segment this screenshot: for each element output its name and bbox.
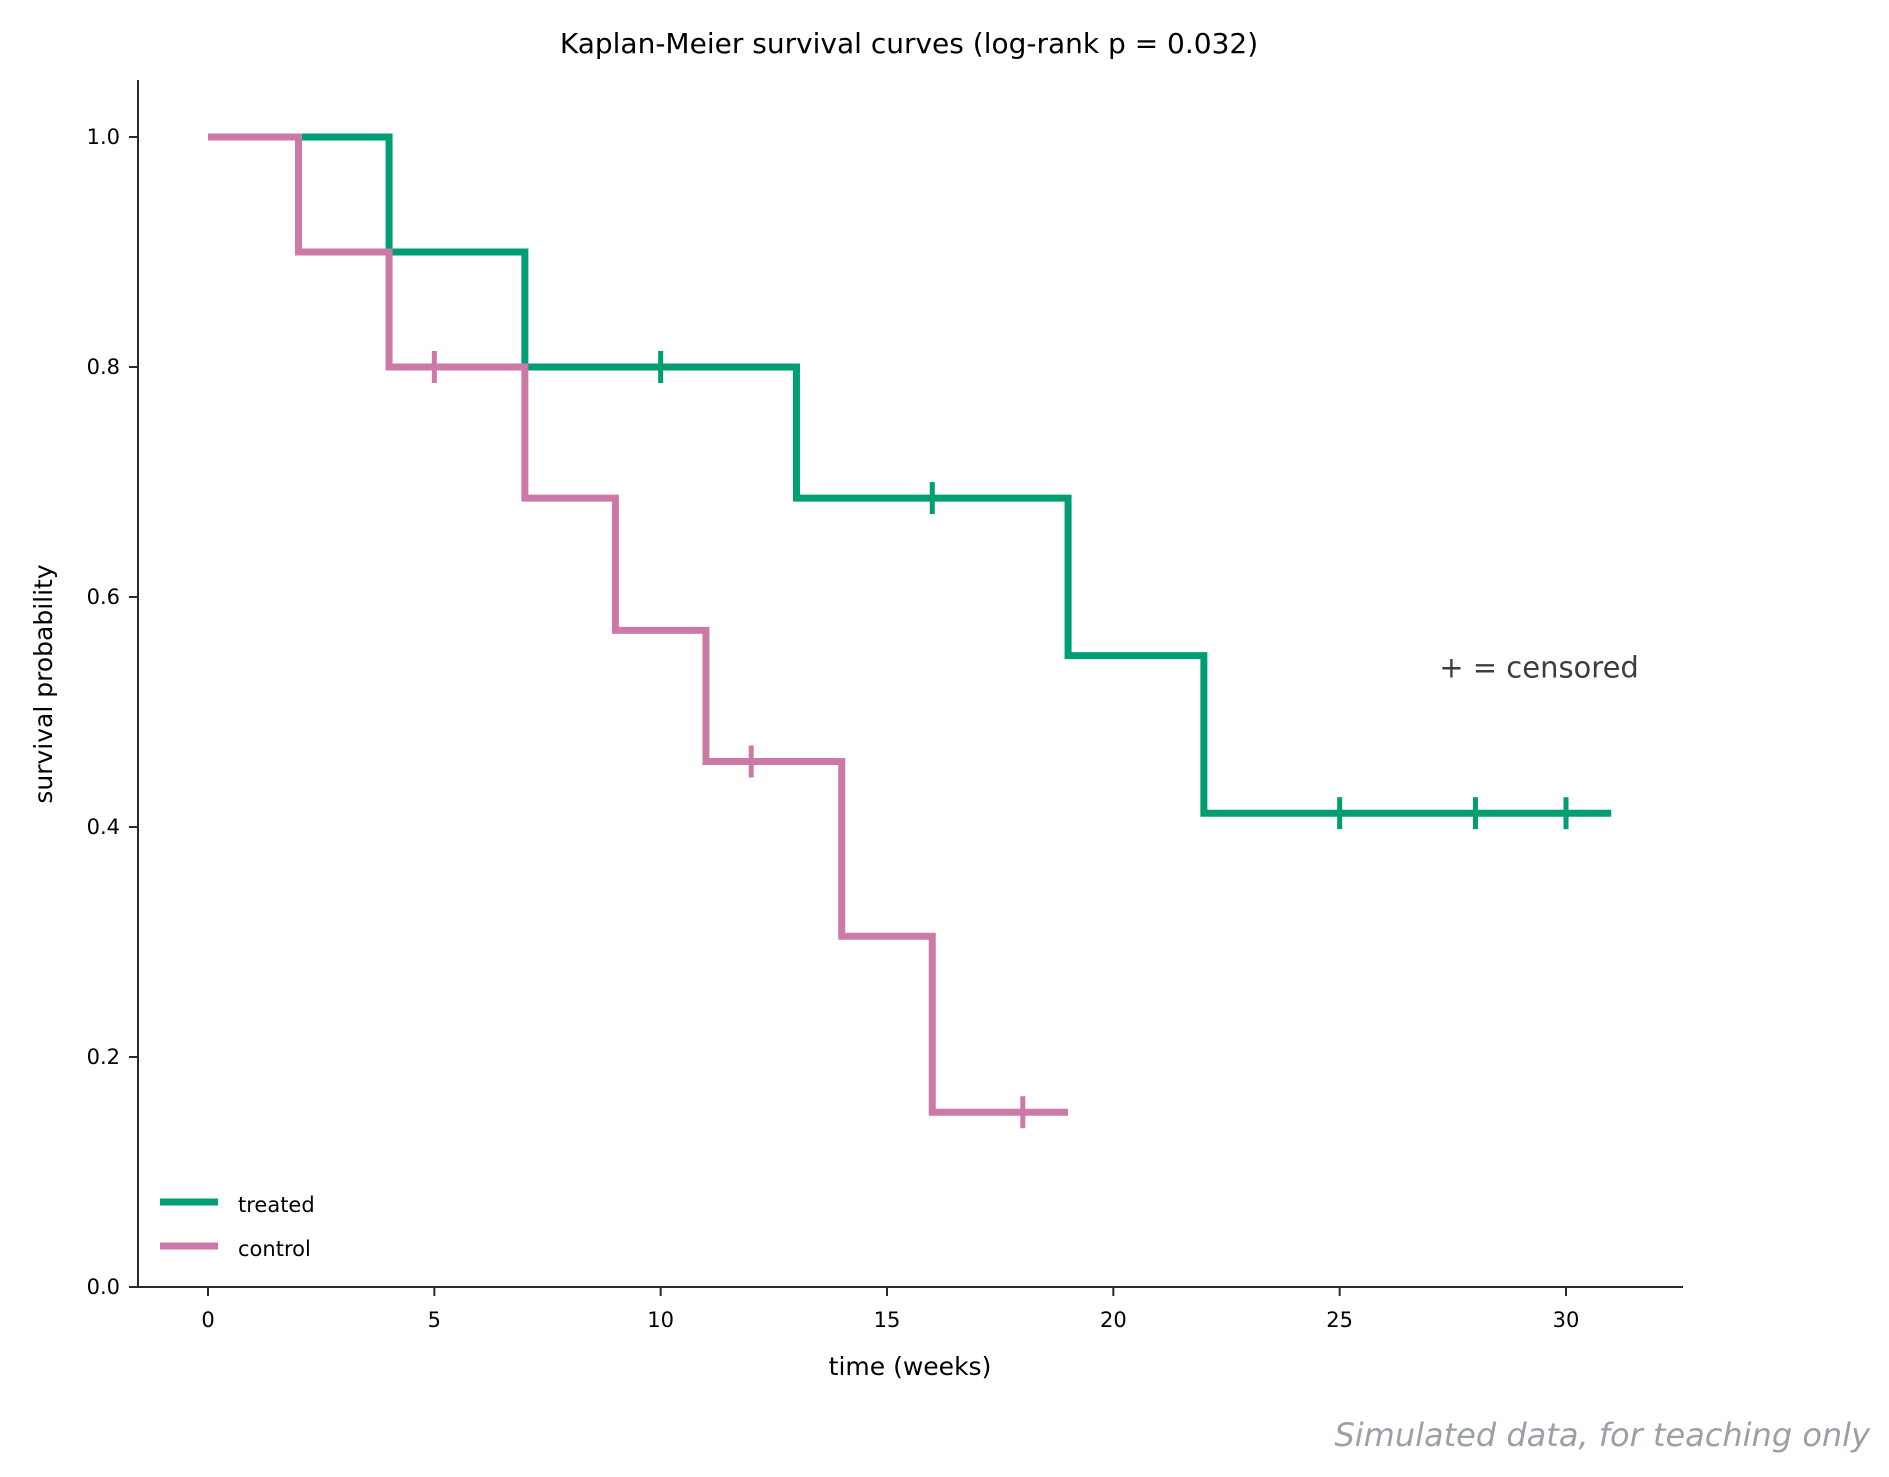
- legend: treated control: [160, 1193, 315, 1261]
- y-tick-label: 0.2: [87, 1045, 120, 1069]
- x-tick-label: 20: [1100, 1308, 1127, 1332]
- x-tick-label: 15: [874, 1308, 901, 1332]
- y-tick-label: 0.8: [87, 355, 120, 379]
- y-ticks: 0.0 0.2 0.4 0.6 0.8 1.0: [87, 125, 138, 1299]
- x-ticks: 0 5 10 15 20 25 30: [201, 1287, 1579, 1332]
- footnote: Simulated data, for teaching only: [1334, 1416, 1871, 1454]
- x-tick-label: 25: [1326, 1308, 1353, 1332]
- y-axis-label: survival probability: [29, 564, 58, 803]
- chart-title: Kaplan-Meier survival curves (log-rank p…: [560, 27, 1258, 60]
- y-tick-label: 0.4: [87, 815, 120, 839]
- y-tick-label: 0.0: [87, 1275, 120, 1299]
- axes: 0 5 10 15 20 25 30 0.0 0.2 0.4 0.6 0.8 1.0: [87, 80, 1683, 1332]
- legend-label-treated: treated: [238, 1193, 315, 1217]
- x-axis-label: time (weeks): [829, 1352, 992, 1381]
- plot-area: [208, 133, 1612, 1129]
- survival-curve-treated: [208, 133, 1612, 817]
- x-tick-label: 30: [1553, 1308, 1580, 1332]
- survival-curve-control: [208, 133, 1069, 1116]
- y-tick-label: 0.6: [87, 585, 120, 609]
- censored-annotation: + = censored: [1439, 651, 1639, 685]
- x-tick-label: 10: [647, 1308, 674, 1332]
- x-tick-label: 0: [201, 1308, 214, 1332]
- y-tick-label: 1.0: [87, 125, 120, 149]
- legend-label-control: control: [238, 1237, 311, 1261]
- x-tick-label: 5: [428, 1308, 441, 1332]
